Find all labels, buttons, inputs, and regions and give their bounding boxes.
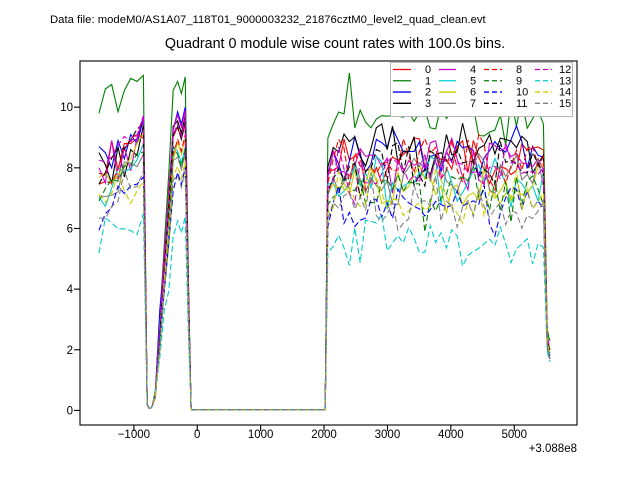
svg-text:14: 14 (559, 87, 571, 99)
svg-text:1: 1 (425, 75, 431, 87)
svg-text:2000: 2000 (311, 429, 337, 441)
svg-text:11: 11 (516, 98, 527, 110)
svg-text:6: 6 (67, 224, 73, 236)
svg-text:+3.088e8: +3.088e8 (529, 443, 577, 455)
svg-text:−1000: −1000 (118, 429, 150, 441)
svg-text:4: 4 (67, 284, 74, 296)
svg-text:4: 4 (470, 64, 476, 76)
svg-text:2: 2 (425, 87, 431, 99)
svg-text:10: 10 (516, 87, 528, 99)
svg-text:0: 0 (425, 64, 431, 76)
svg-text:0: 0 (67, 406, 73, 418)
svg-text:6: 6 (470, 87, 476, 99)
svg-text:10: 10 (60, 102, 73, 114)
svg-text:3000: 3000 (375, 429, 401, 441)
svg-text:4000: 4000 (438, 429, 464, 441)
svg-text:0: 0 (194, 429, 200, 441)
svg-text:2: 2 (67, 345, 73, 357)
svg-text:8: 8 (67, 163, 73, 175)
svg-text:5: 5 (470, 75, 476, 87)
svg-text:5000: 5000 (501, 429, 527, 441)
svg-text:9: 9 (516, 75, 522, 87)
svg-text:3: 3 (425, 98, 431, 110)
svg-text:1000: 1000 (248, 429, 274, 441)
svg-text:15: 15 (559, 98, 571, 110)
svg-text:12: 12 (559, 64, 571, 76)
svg-text:13: 13 (559, 75, 571, 87)
svg-text:7: 7 (470, 98, 476, 110)
svg-text:8: 8 (516, 64, 522, 76)
